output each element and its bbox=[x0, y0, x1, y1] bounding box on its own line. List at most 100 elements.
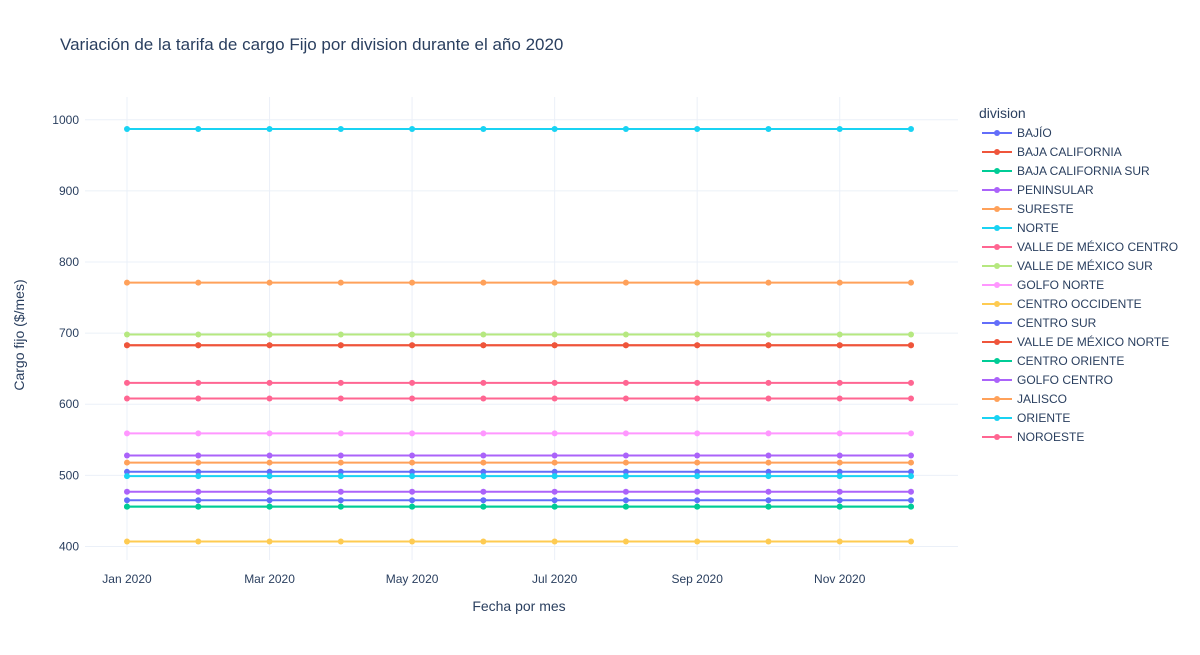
data-point[interactable] bbox=[266, 538, 273, 545]
data-point[interactable] bbox=[765, 379, 772, 386]
data-point[interactable] bbox=[124, 395, 130, 402]
data-point[interactable] bbox=[836, 342, 843, 349]
legend-item[interactable]: CENTRO ORIENTE bbox=[982, 354, 1124, 368]
data-point[interactable] bbox=[266, 342, 273, 349]
data-point[interactable] bbox=[908, 459, 914, 466]
data-point[interactable] bbox=[908, 126, 914, 133]
data-point[interactable] bbox=[337, 395, 344, 402]
data-point[interactable] bbox=[409, 379, 416, 386]
data-point[interactable] bbox=[551, 473, 558, 480]
legend-item[interactable]: GOLFO NORTE bbox=[982, 278, 1104, 292]
data-point[interactable] bbox=[409, 342, 416, 349]
data-point[interactable] bbox=[765, 430, 772, 437]
data-point[interactable] bbox=[836, 468, 843, 475]
data-point[interactable] bbox=[836, 473, 843, 480]
data-point[interactable] bbox=[337, 473, 344, 480]
data-point[interactable] bbox=[908, 279, 914, 286]
legend-item[interactable]: VALLE DE MÉXICO CENTRO bbox=[982, 239, 1178, 254]
data-point[interactable] bbox=[266, 468, 273, 475]
data-point[interactable] bbox=[622, 342, 629, 349]
data-point[interactable] bbox=[694, 126, 701, 133]
data-point[interactable] bbox=[836, 538, 843, 545]
data-point[interactable] bbox=[908, 538, 914, 545]
data-point[interactable] bbox=[195, 395, 202, 402]
legend-items[interactable]: BAJÍO BAJA CALIFORNIA BAJA CALIFORNIA SUR P… bbox=[982, 125, 1178, 444]
data-point[interactable] bbox=[124, 473, 130, 480]
data-point[interactable] bbox=[409, 452, 416, 459]
data-point[interactable] bbox=[195, 279, 202, 286]
data-point[interactable] bbox=[836, 459, 843, 466]
data-point[interactable] bbox=[195, 430, 202, 437]
data-point[interactable] bbox=[765, 468, 772, 475]
data-point[interactable] bbox=[124, 538, 130, 545]
data-point[interactable] bbox=[551, 488, 558, 495]
data-point[interactable] bbox=[337, 488, 344, 495]
data-point[interactable] bbox=[337, 126, 344, 133]
data-point[interactable] bbox=[337, 342, 344, 349]
data-point[interactable] bbox=[622, 452, 629, 459]
legend-item[interactable]: PENINSULAR bbox=[982, 183, 1094, 197]
data-point[interactable] bbox=[765, 126, 772, 133]
data-point[interactable] bbox=[337, 503, 344, 510]
data-point[interactable] bbox=[480, 331, 487, 338]
data-point[interactable] bbox=[124, 279, 130, 286]
data-point[interactable] bbox=[195, 459, 202, 466]
data-point[interactable] bbox=[551, 379, 558, 386]
data-point[interactable] bbox=[480, 342, 487, 349]
data-point[interactable] bbox=[694, 379, 701, 386]
data-point[interactable] bbox=[195, 379, 202, 386]
data-point[interactable] bbox=[836, 452, 843, 459]
data-point[interactable] bbox=[195, 473, 202, 480]
data-point[interactable] bbox=[195, 126, 202, 133]
data-point[interactable] bbox=[480, 279, 487, 286]
data-point[interactable] bbox=[836, 430, 843, 437]
data-point[interactable] bbox=[908, 342, 914, 349]
data-point[interactable] bbox=[622, 468, 629, 475]
data-point[interactable] bbox=[694, 538, 701, 545]
legend-item[interactable]: BAJÍO bbox=[982, 125, 1052, 140]
data-point[interactable] bbox=[124, 342, 130, 349]
data-point[interactable] bbox=[765, 488, 772, 495]
legend-item[interactable]: BAJA CALIFORNIA bbox=[982, 145, 1122, 159]
data-point[interactable] bbox=[195, 488, 202, 495]
data-point[interactable] bbox=[409, 126, 416, 133]
data-point[interactable] bbox=[124, 497, 130, 504]
data-point[interactable] bbox=[622, 331, 629, 338]
data-point[interactable] bbox=[765, 331, 772, 338]
legend-item[interactable]: GOLFO CENTRO bbox=[982, 373, 1113, 387]
data-point[interactable] bbox=[337, 468, 344, 475]
data-point[interactable] bbox=[551, 503, 558, 510]
data-point[interactable] bbox=[337, 459, 344, 466]
data-point[interactable] bbox=[551, 452, 558, 459]
data-point[interactable] bbox=[337, 279, 344, 286]
data-point[interactable] bbox=[551, 459, 558, 466]
data-point[interactable] bbox=[124, 503, 130, 510]
data-point[interactable] bbox=[480, 430, 487, 437]
data-point[interactable] bbox=[480, 473, 487, 480]
data-point[interactable] bbox=[551, 342, 558, 349]
data-point[interactable] bbox=[694, 503, 701, 510]
data-point[interactable] bbox=[266, 126, 273, 133]
data-point[interactable] bbox=[409, 488, 416, 495]
data-point[interactable] bbox=[409, 503, 416, 510]
data-point[interactable] bbox=[266, 395, 273, 402]
data-point[interactable] bbox=[622, 379, 629, 386]
data-point[interactable] bbox=[409, 430, 416, 437]
data-point[interactable] bbox=[694, 331, 701, 338]
data-point[interactable] bbox=[266, 430, 273, 437]
data-point[interactable] bbox=[765, 459, 772, 466]
data-point[interactable] bbox=[337, 497, 344, 504]
data-point[interactable] bbox=[266, 379, 273, 386]
data-point[interactable] bbox=[694, 279, 701, 286]
data-point[interactable] bbox=[337, 379, 344, 386]
data-point[interactable] bbox=[908, 452, 914, 459]
data-point[interactable] bbox=[836, 379, 843, 386]
data-point[interactable] bbox=[551, 126, 558, 133]
data-point[interactable] bbox=[551, 430, 558, 437]
data-point[interactable] bbox=[908, 497, 914, 504]
data-point[interactable] bbox=[266, 497, 273, 504]
data-point[interactable] bbox=[622, 538, 629, 545]
data-point[interactable] bbox=[551, 395, 558, 402]
data-point[interactable] bbox=[765, 279, 772, 286]
data-point[interactable] bbox=[337, 331, 344, 338]
